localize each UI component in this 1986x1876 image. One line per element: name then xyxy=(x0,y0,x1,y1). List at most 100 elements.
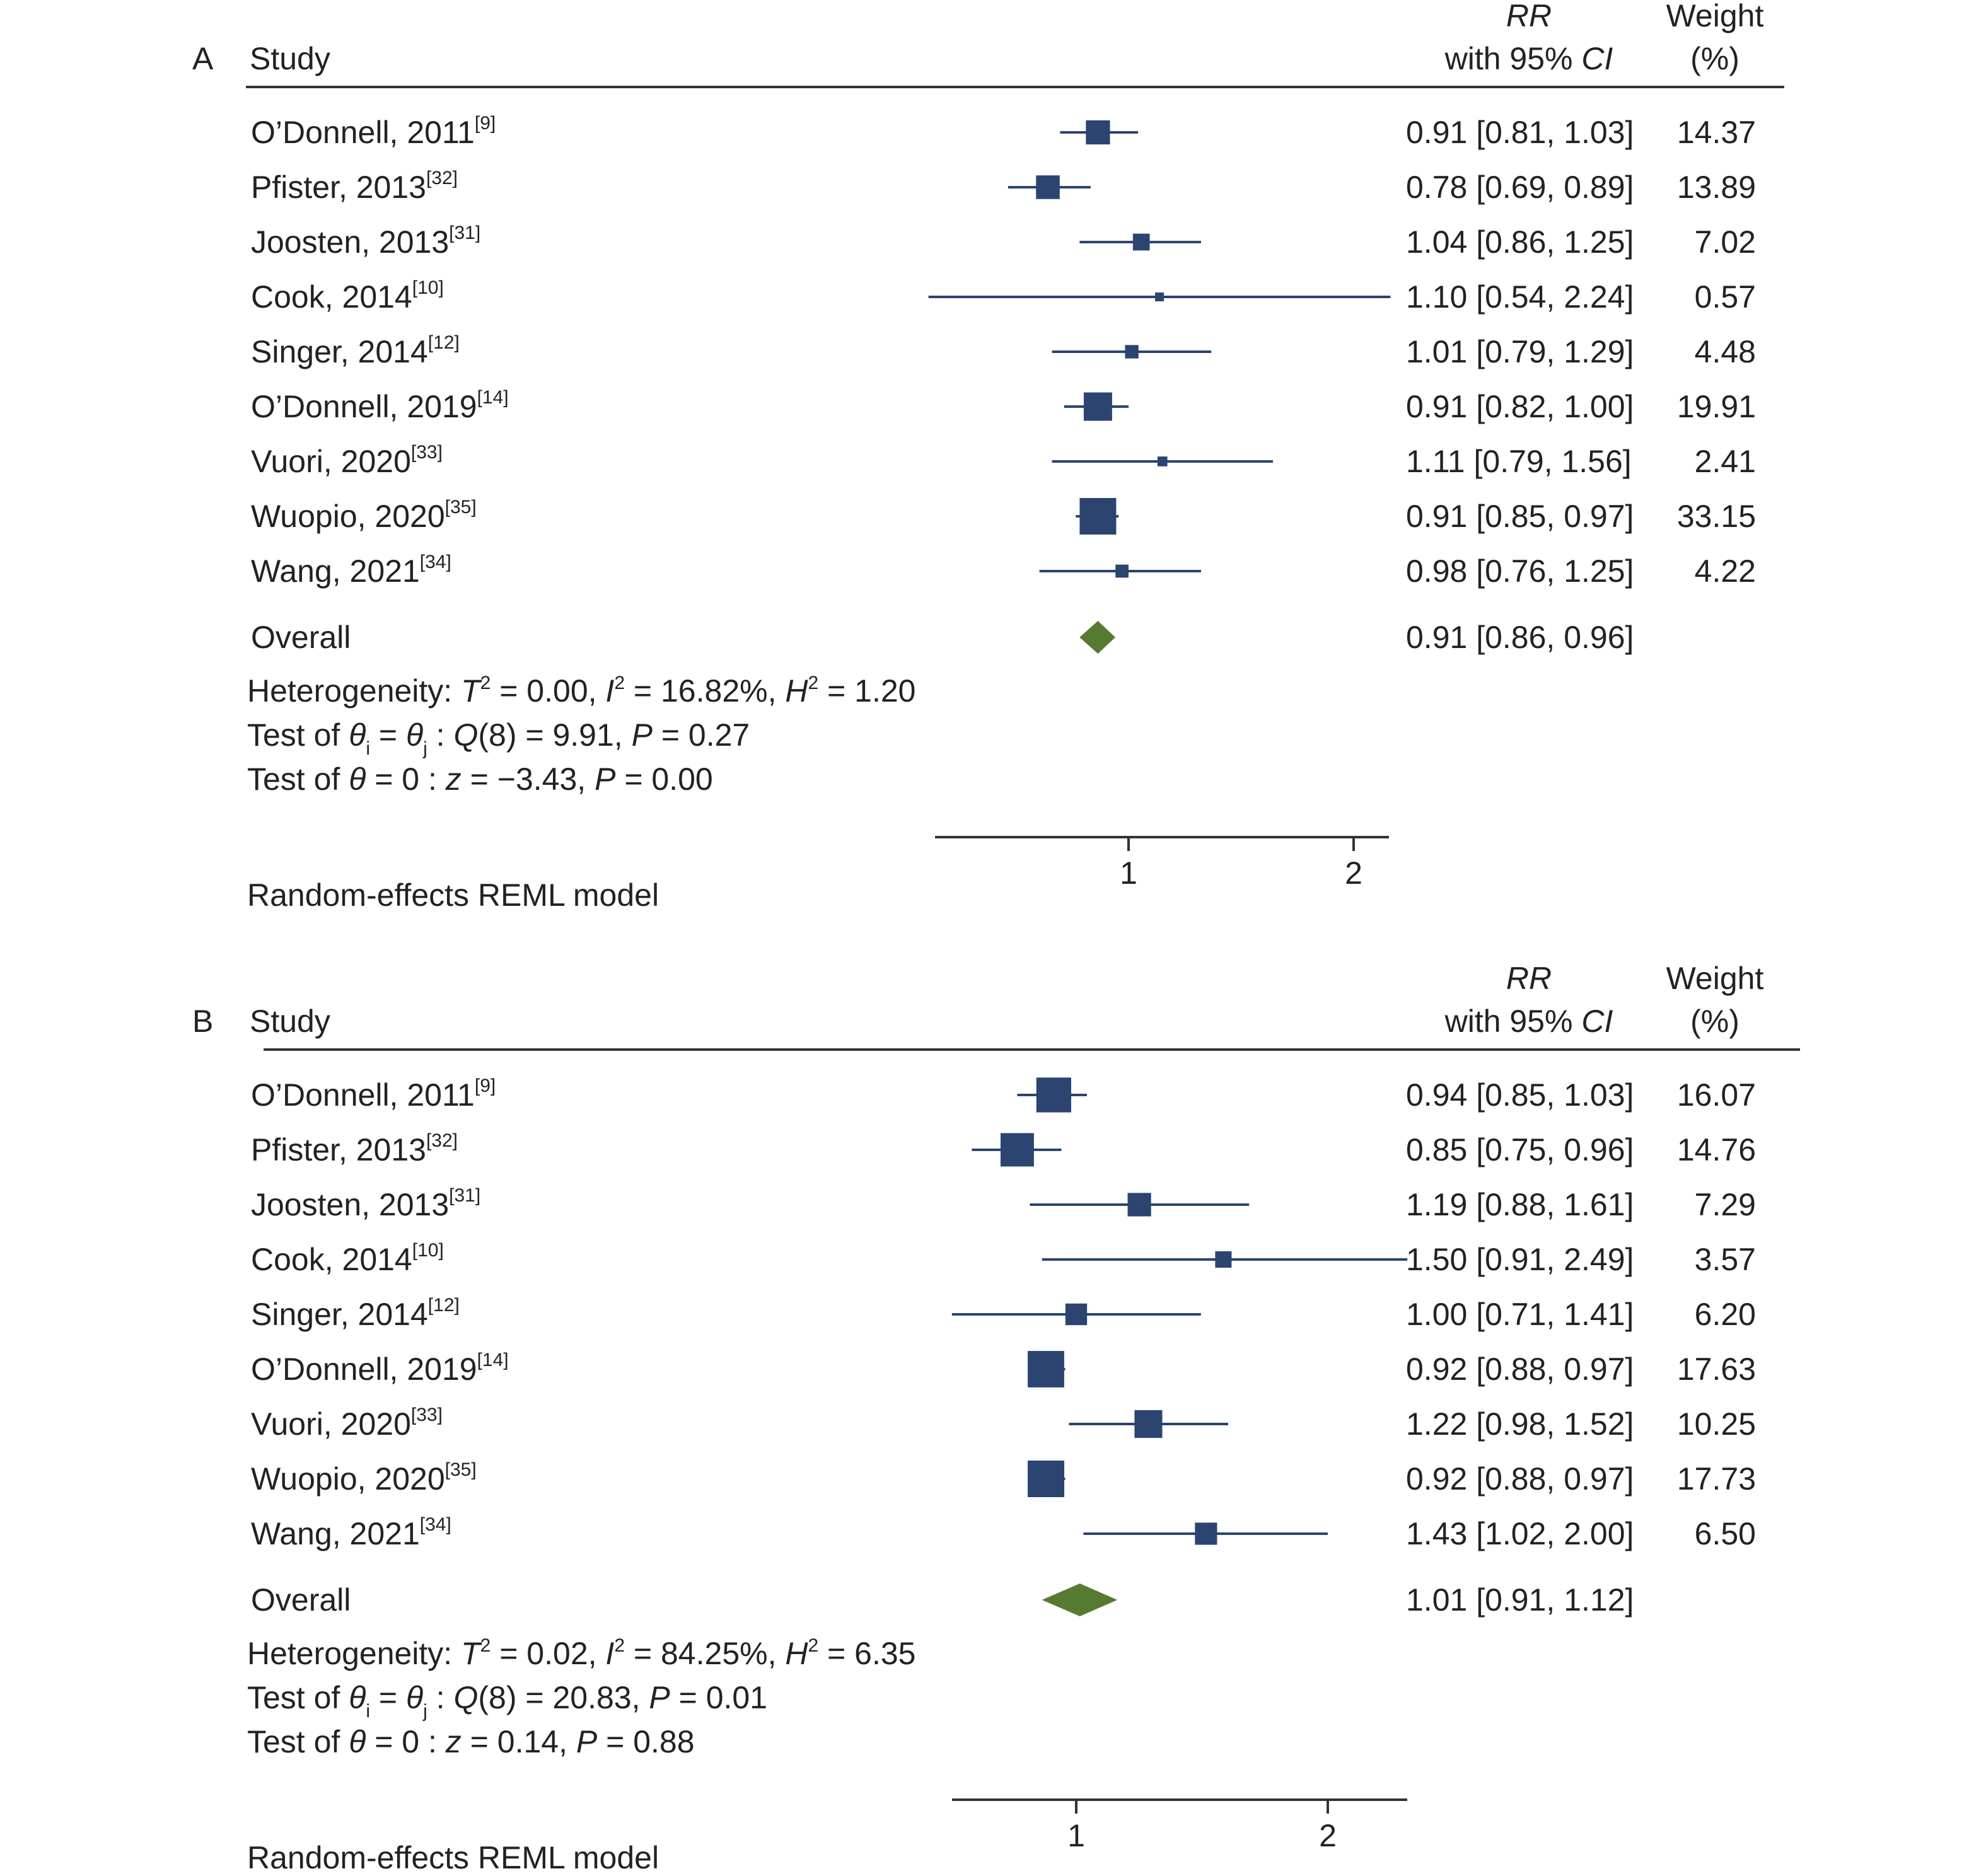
weight-value: 3.57 xyxy=(1695,1242,1756,1277)
test-z-text: Test of θ = 0 : z = −3.43, P = 0.00 xyxy=(247,761,713,797)
study-column-header: Study xyxy=(250,41,330,76)
study-name: O’Donnell, 2011[9] xyxy=(251,113,496,150)
study-row: O’Donnell, 2011[9] 0.94 [0.85, 1.03] 16.07 xyxy=(251,1075,1756,1113)
weight-value: 10.25 xyxy=(1677,1406,1756,1442)
statistics-block: Heterogeneity: T2 = 0.02, I2 = 84.25%, H… xyxy=(247,1635,915,1759)
rr-column-header: RR xyxy=(1506,961,1552,996)
study-reference: [9] xyxy=(475,1075,496,1096)
effect-estimate-label: 1.50 [0.91, 2.49] xyxy=(1406,1242,1634,1277)
study-reference: [12] xyxy=(428,332,460,353)
study-row: O’Donnell, 2011[9] 0.91 [0.81, 1.03] 14.37 xyxy=(251,113,1756,150)
model-note: Random-effects REML model xyxy=(247,877,659,913)
statistics-block: Heterogeneity: T2 = 0.00, I2 = 16.82%, H… xyxy=(247,673,915,797)
study-name: Wuopio, 2020[35] xyxy=(251,1459,477,1497)
study-reference: [33] xyxy=(411,442,443,463)
weight-value: 6.50 xyxy=(1695,1516,1756,1551)
study-name: Pfister, 2013[32] xyxy=(251,168,458,205)
rr-column-header: RR xyxy=(1506,0,1552,33)
study-row: O’Donnell, 2019[14] 0.91 [0.82, 1.00] 19.9… xyxy=(251,387,1756,424)
effect-estimate-label: 1.19 [0.88, 1.61] xyxy=(1406,1187,1634,1222)
model-note: Random-effects REML model xyxy=(247,1840,659,1873)
test-q-text: Test of θi = θj : Q(8) = 9.91, P = 0.27 xyxy=(247,717,750,759)
forest-panel-b: B Study RR with 95% CI Weight (%) O’Donnell, 2… xyxy=(192,961,1800,1875)
weight-value: 14.76 xyxy=(1677,1132,1756,1167)
weight-value: 0.57 xyxy=(1695,279,1756,315)
effect-estimate-label: 0.98 [0.76, 1.25] xyxy=(1406,553,1634,589)
study-row: Wang, 2021[34] 0.98 [0.76, 1.25] 4.22 xyxy=(251,552,1756,589)
study-reference: [12] xyxy=(428,1295,460,1316)
ci-column-header: with 95% CI xyxy=(1444,1004,1613,1039)
overall-label: Overall xyxy=(251,1582,351,1618)
effect-marker xyxy=(1028,1351,1064,1387)
panel-label: A xyxy=(192,41,214,76)
effect-marker xyxy=(1127,1193,1151,1217)
x-tick-label: 1 xyxy=(1067,1818,1085,1853)
effect-estimate-label: 1.11 [0.79, 1.56] xyxy=(1406,444,1632,479)
effect-marker xyxy=(1086,120,1110,145)
ci-column-header: with 95% CI xyxy=(1444,41,1613,76)
study-row: O’Donnell, 2019[14] 0.92 [0.88, 0.97] 17.6… xyxy=(251,1350,1756,1387)
study-name: Joosten, 2013[31] xyxy=(251,223,480,260)
study-row: Singer, 2014[12] 1.01 [0.79, 1.29] 4.48 xyxy=(251,332,1756,369)
study-name: Singer, 2014[12] xyxy=(251,1295,460,1332)
overall-row: Overall 0.91 [0.86, 0.96] xyxy=(251,620,1634,655)
effect-marker xyxy=(1132,233,1150,251)
study-reference: [14] xyxy=(477,1350,509,1370)
study-row: Wang, 2021[34] 1.43 [1.02, 2.00] 6.50 xyxy=(251,1514,1756,1551)
weight-value: 6.20 xyxy=(1695,1297,1756,1332)
study-name: O’Donnell, 2019[14] xyxy=(251,387,509,424)
effect-marker xyxy=(1036,1077,1071,1113)
x-tick-label: 1 xyxy=(1120,855,1137,891)
overall-row: Overall 1.01 [0.91, 1.12] xyxy=(251,1582,1634,1618)
study-reference: [35] xyxy=(445,497,477,518)
effect-estimate-label: 0.91 [0.85, 0.97] xyxy=(1406,499,1634,534)
x-tick-label: 2 xyxy=(1319,1818,1337,1853)
effect-estimate-label: 0.85 [0.75, 0.96] xyxy=(1406,1132,1634,1167)
effect-marker xyxy=(1215,1251,1232,1268)
weight-value: 17.73 xyxy=(1677,1461,1756,1497)
study-name: Cook, 2014[10] xyxy=(251,277,444,315)
study-row: Wuopio, 2020[35] 0.91 [0.85, 0.97] 33.15 xyxy=(251,497,1756,535)
study-row: Joosten, 2013[31] 1.19 [0.88, 1.61] 7.29 xyxy=(251,1185,1756,1222)
effect-estimate-label: 1.10 [0.54, 2.24] xyxy=(1406,279,1634,315)
weight-value: 7.02 xyxy=(1695,224,1756,260)
effect-marker xyxy=(1115,564,1129,578)
forest-panel-a: A Study RR with 95% CI Weight (%) O’Donnell, 2… xyxy=(192,0,1784,913)
study-reference: [34] xyxy=(420,1514,451,1535)
study-reference: [10] xyxy=(412,277,444,298)
weight-value: 14.37 xyxy=(1677,115,1756,150)
study-name: Vuori, 2020[33] xyxy=(251,1404,443,1442)
study-row: Cook, 2014[10] 1.10 [0.54, 2.24] 0.57 xyxy=(251,277,1756,315)
weight-value: 19.91 xyxy=(1677,389,1756,424)
effect-marker xyxy=(1028,1461,1065,1497)
effect-estimate-label: 1.22 [0.98, 1.52] xyxy=(1406,1406,1634,1442)
effect-estimate-label: 0.91 [0.82, 1.00] xyxy=(1406,389,1634,424)
test-z-text: Test of θ = 0 : z = 0.14, P = 0.88 xyxy=(247,1724,695,1759)
overall-diamond xyxy=(1079,621,1115,654)
study-row: Cook, 2014[10] 1.50 [0.91, 2.49] 3.57 xyxy=(251,1240,1756,1277)
study-reference: [10] xyxy=(412,1240,444,1261)
overall-estimate-label: 1.01 [0.91, 1.12] xyxy=(1406,1582,1634,1618)
overall-diamond xyxy=(1042,1584,1118,1616)
weight-value: 17.63 xyxy=(1677,1352,1756,1387)
weight-unit-header: (%) xyxy=(1690,1004,1739,1039)
weight-column-header: Weight xyxy=(1666,0,1764,33)
weight-value: 4.22 xyxy=(1695,553,1756,589)
study-reference: [34] xyxy=(420,552,451,572)
weight-value: 2.41 xyxy=(1695,444,1756,479)
study-column-header: Study xyxy=(250,1004,330,1039)
study-reference: [33] xyxy=(411,1404,443,1425)
effect-marker xyxy=(1157,456,1168,466)
study-name: Wuopio, 2020[35] xyxy=(251,497,477,534)
study-reference: [9] xyxy=(475,113,496,134)
effect-estimate-label: 1.04 [0.86, 1.25] xyxy=(1406,224,1634,260)
effect-marker xyxy=(1079,498,1117,535)
effect-estimate-label: 0.91 [0.81, 1.03] xyxy=(1406,115,1634,150)
effect-marker xyxy=(1000,1133,1034,1167)
heterogeneity-text: Heterogeneity: T2 = 0.00, I2 = 16.82%, H… xyxy=(247,673,915,709)
effect-marker xyxy=(1155,292,1164,301)
study-name: O’Donnell, 2011[9] xyxy=(251,1075,496,1113)
